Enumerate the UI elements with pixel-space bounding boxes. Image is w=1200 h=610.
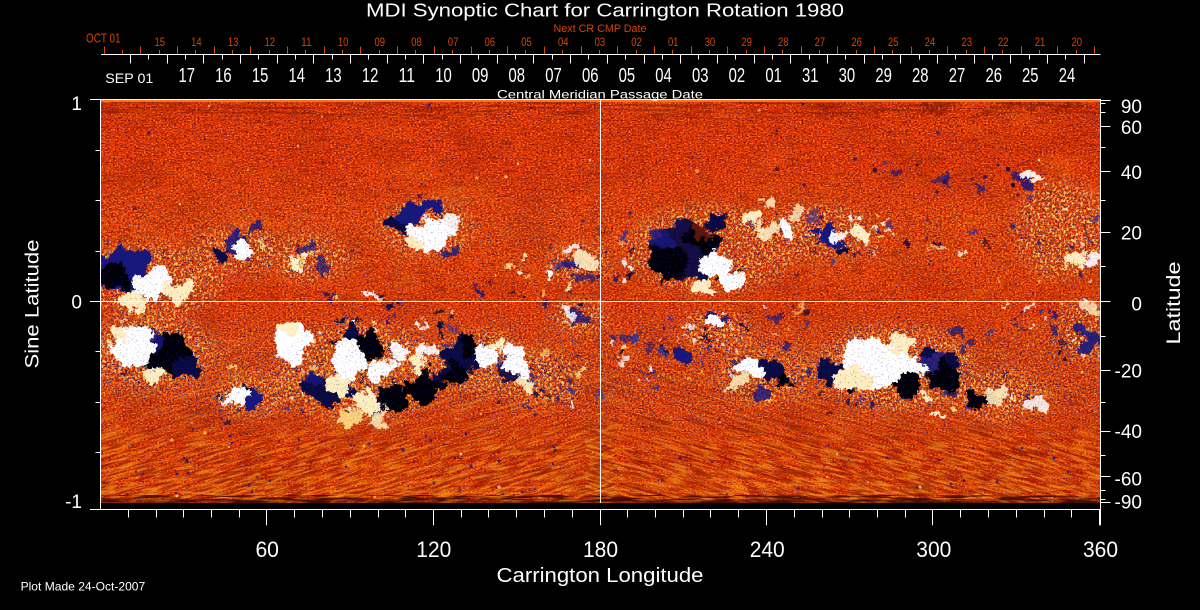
svg-text:08: 08 xyxy=(411,37,422,49)
svg-text:09: 09 xyxy=(472,65,489,87)
svg-text:14: 14 xyxy=(191,37,202,49)
svg-text:0: 0 xyxy=(1131,295,1142,316)
svg-text:120: 120 xyxy=(416,537,451,562)
svg-text:20: 20 xyxy=(1071,37,1082,49)
svg-text:27: 27 xyxy=(949,65,966,87)
svg-text:26: 26 xyxy=(985,65,1002,87)
svg-text:-60: -60 xyxy=(1115,470,1142,491)
svg-text:02: 02 xyxy=(631,37,642,49)
svg-text:01: 01 xyxy=(765,65,782,87)
svg-text:360: 360 xyxy=(1083,537,1118,562)
svg-text:30: 30 xyxy=(839,65,856,87)
svg-text:07: 07 xyxy=(545,65,562,87)
svg-text:-40: -40 xyxy=(1115,422,1142,443)
svg-text:10: 10 xyxy=(338,37,349,49)
svg-text:300: 300 xyxy=(916,537,951,562)
svg-text:16: 16 xyxy=(215,65,232,87)
svg-text:03: 03 xyxy=(692,65,709,87)
svg-text:17: 17 xyxy=(178,65,195,87)
svg-text:40: 40 xyxy=(1121,163,1142,184)
svg-text:12: 12 xyxy=(264,37,275,49)
svg-text:-1: -1 xyxy=(65,492,82,513)
svg-text:SEP 01: SEP 01 xyxy=(105,70,153,86)
svg-text:180: 180 xyxy=(583,537,618,562)
svg-text:21: 21 xyxy=(1035,37,1046,49)
svg-text:05: 05 xyxy=(619,65,636,87)
svg-text:Next CR CMP Date: Next CR CMP Date xyxy=(554,23,647,35)
svg-text:30: 30 xyxy=(705,37,716,49)
svg-text:11: 11 xyxy=(399,65,416,87)
svg-text:11: 11 xyxy=(301,37,312,49)
svg-text:60: 60 xyxy=(1121,118,1142,139)
svg-text:06: 06 xyxy=(582,65,599,87)
svg-text:29: 29 xyxy=(875,65,892,87)
svg-text:28: 28 xyxy=(778,37,789,49)
svg-text:12: 12 xyxy=(362,65,379,87)
svg-text:-90: -90 xyxy=(1115,493,1142,514)
svg-text:29: 29 xyxy=(741,37,752,49)
svg-text:25: 25 xyxy=(888,37,899,49)
svg-text:09: 09 xyxy=(375,37,386,49)
svg-text:26: 26 xyxy=(851,37,862,49)
svg-text:24: 24 xyxy=(1059,65,1076,87)
svg-text:240: 240 xyxy=(750,537,785,562)
svg-text:OCT 01: OCT 01 xyxy=(86,31,121,46)
svg-text:-20: -20 xyxy=(1115,362,1142,383)
svg-text:04: 04 xyxy=(558,37,569,49)
svg-text:01: 01 xyxy=(668,37,679,49)
svg-text:Carrington Longitude: Carrington Longitude xyxy=(497,565,704,587)
svg-text:14: 14 xyxy=(288,65,305,87)
svg-text:25: 25 xyxy=(1022,65,1039,87)
svg-text:04: 04 xyxy=(655,65,672,87)
svg-text:05: 05 xyxy=(521,37,532,49)
svg-text:MDI Synoptic Chart for Carring: MDI Synoptic Chart for Carrington Rotati… xyxy=(366,1,844,21)
svg-text:20: 20 xyxy=(1121,224,1142,245)
svg-text:07: 07 xyxy=(448,37,459,49)
svg-text:Sine Latitude: Sine Latitude xyxy=(23,240,44,369)
svg-text:1: 1 xyxy=(71,94,82,115)
svg-text:Latitude: Latitude xyxy=(1164,262,1185,345)
svg-text:23: 23 xyxy=(961,37,972,49)
svg-text:0: 0 xyxy=(71,293,82,314)
svg-text:90: 90 xyxy=(1121,97,1142,118)
svg-text:03: 03 xyxy=(595,37,606,49)
svg-text:08: 08 xyxy=(509,65,526,87)
svg-text:24: 24 xyxy=(925,37,936,49)
svg-text:28: 28 xyxy=(912,65,929,87)
svg-text:06: 06 xyxy=(485,37,496,49)
svg-text:10: 10 xyxy=(435,65,452,87)
svg-text:15: 15 xyxy=(252,65,269,87)
svg-text:27: 27 xyxy=(815,37,826,49)
svg-text:22: 22 xyxy=(998,37,1009,49)
svg-text:15: 15 xyxy=(154,37,165,49)
svg-text:Central Meridian Passage Date: Central Meridian Passage Date xyxy=(497,88,703,102)
svg-text:Plot Made 24-Oct-2007: Plot Made 24-Oct-2007 xyxy=(21,580,146,594)
svg-text:60: 60 xyxy=(255,537,279,562)
svg-text:02: 02 xyxy=(729,65,746,87)
svg-text:13: 13 xyxy=(325,65,342,87)
svg-text:13: 13 xyxy=(228,37,239,49)
svg-text:31: 31 xyxy=(802,65,819,87)
